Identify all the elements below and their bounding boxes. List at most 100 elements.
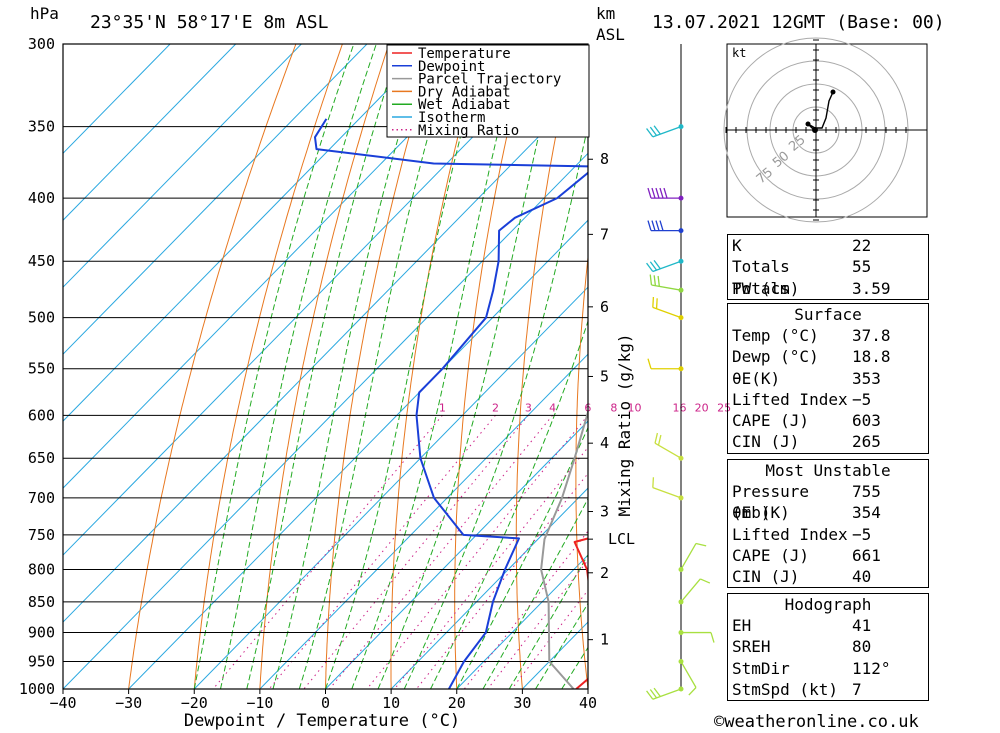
mixing-ratio-line <box>416 472 588 689</box>
wet-adiabat-line <box>351 44 521 689</box>
hodograph-point <box>830 89 836 95</box>
wind-barb <box>652 477 684 501</box>
wind-barb-staff <box>651 284 682 291</box>
wind-barb-staff <box>652 306 682 319</box>
wind-barb <box>647 187 684 201</box>
x-tick-label: −30 <box>115 694 142 712</box>
legend-label: Dry Adiabat <box>418 84 511 100</box>
dry-adiabat-line <box>128 44 297 689</box>
hodograph-point <box>805 121 811 127</box>
mixing-ratio-label: 4 <box>549 401 556 414</box>
mixing-ratio-line <box>394 446 588 689</box>
wind-barb-staff <box>652 260 682 273</box>
isotherm-line <box>63 44 499 489</box>
surface-title: Surface <box>794 305 862 324</box>
pressure-gridlines <box>63 44 588 689</box>
wind-barb-feather <box>652 477 655 488</box>
km-tick-label: 2 <box>600 564 609 582</box>
pressure-tick-label: 800 <box>28 560 55 578</box>
x-tick-label: 10 <box>382 694 400 712</box>
km-tick-label: 8 <box>600 150 609 168</box>
surface-row: Temp (°C) 37.8 <box>732 326 891 345</box>
mixing-ratio-labels: 1 2 3 4 6 8 10 16 20 25 <box>439 401 731 414</box>
wind-barb-feather <box>654 432 659 444</box>
mu-row: θE (K) 354 <box>732 503 881 523</box>
pressure-tick-label: 900 <box>28 624 55 642</box>
hpa-label: hPa <box>30 4 59 23</box>
legend-label: Wet Adiabat <box>418 97 511 113</box>
hodograph-unit: kt <box>732 46 746 60</box>
mixing-ratio-label: 8 <box>610 401 617 414</box>
hodo-row: EH 41 <box>732 616 872 635</box>
wind-barb-feather <box>653 687 661 697</box>
wind-barb <box>647 220 684 234</box>
wind-barb-staff <box>652 688 682 700</box>
isotherm-line <box>63 44 565 556</box>
hodograph-table: Hodograph EH 41 SREH 80 StmDir 112° StmSpd … <box>727 593 929 702</box>
wind-barb-feather <box>647 187 652 199</box>
wet-adiabat-line <box>403 123 588 689</box>
wind-barb <box>652 296 684 321</box>
wind-barb-staff <box>680 543 697 570</box>
pressure-tick-label: 700 <box>28 489 55 507</box>
wind-barb-feather <box>649 261 658 271</box>
x-tick-label: −20 <box>181 694 208 712</box>
x-tick-label: 30 <box>513 694 531 712</box>
wind-barb-feather <box>695 542 707 547</box>
hodo-row: StmDir 112° <box>732 658 891 678</box>
lcl-label: LCL <box>608 530 635 548</box>
isotherm-line <box>63 44 237 221</box>
isotherm-line <box>63 152 588 689</box>
wind-barb <box>646 124 684 138</box>
location-title: 23°35'N 58°17'E 8m ASL <box>90 12 329 33</box>
index-row: K 22 <box>732 236 872 255</box>
hodo-row: StmSpd (kt) 7 <box>732 679 862 699</box>
pressure-tick-label: 1000 <box>19 680 55 698</box>
km-tick-label: 5 <box>600 367 609 385</box>
parcel-trajectory-line <box>540 408 588 689</box>
wind-barb-feather <box>651 187 656 199</box>
km-label: km <box>596 4 615 23</box>
x-tick-label: 20 <box>448 694 466 712</box>
mixing-ratio-axis-label: Mixing Ratio (g/kg) <box>615 333 634 516</box>
surface-row: Lifted Index −5 <box>732 389 872 409</box>
wind-barb <box>649 274 684 293</box>
wind-barb-staff <box>680 578 701 603</box>
wind-barb-feather <box>657 275 660 287</box>
legend-label: Parcel Trajectory <box>418 72 561 88</box>
asl-label: ASL <box>596 25 625 44</box>
pressure-tick-label: 650 <box>28 449 55 467</box>
surface-row: Dewp (°C) 18.8 <box>732 347 891 367</box>
dry-adiabat-line <box>690 44 720 689</box>
x-axis-label: Dewpoint / Temperature (°C) <box>184 711 460 731</box>
x-tick-label: −40 <box>49 694 76 712</box>
dry-adiabat-line <box>259 44 390 689</box>
wet-adiabat-line <box>220 44 377 689</box>
plot-area <box>63 44 1000 689</box>
legend-label: Isotherm <box>418 110 485 126</box>
wet-adiabat-line <box>298 44 455 689</box>
wind-barb-feather <box>649 274 653 286</box>
mu-row: Lifted Index −5 <box>732 524 872 544</box>
datetime-title: 13.07.2021 12GMT (Base: 00) <box>652 12 945 33</box>
mixing-ratio-line <box>303 414 529 689</box>
pressure-tick-label: 750 <box>28 526 55 544</box>
wind-barb-feather <box>647 220 652 231</box>
isotherm-line <box>63 44 368 355</box>
isotherm-line <box>390 487 588 689</box>
mixing-ratio-line <box>212 414 443 689</box>
x-tick-label: −10 <box>246 694 273 712</box>
wind-barb-feather <box>688 687 697 696</box>
axes: 3003504004505005506006507007508008509009… <box>19 35 635 712</box>
mixing-ratio-label: 2 <box>492 401 499 414</box>
dry-adiabat-line <box>946 44 1000 689</box>
wind-barb-staff <box>654 442 682 459</box>
wind-barb-feather <box>659 187 664 199</box>
km-tick-label: 3 <box>600 503 609 521</box>
wind-profile <box>646 44 715 700</box>
wind-barb-feather <box>653 259 661 270</box>
most-unstable-title: Most Unstable <box>765 461 891 480</box>
